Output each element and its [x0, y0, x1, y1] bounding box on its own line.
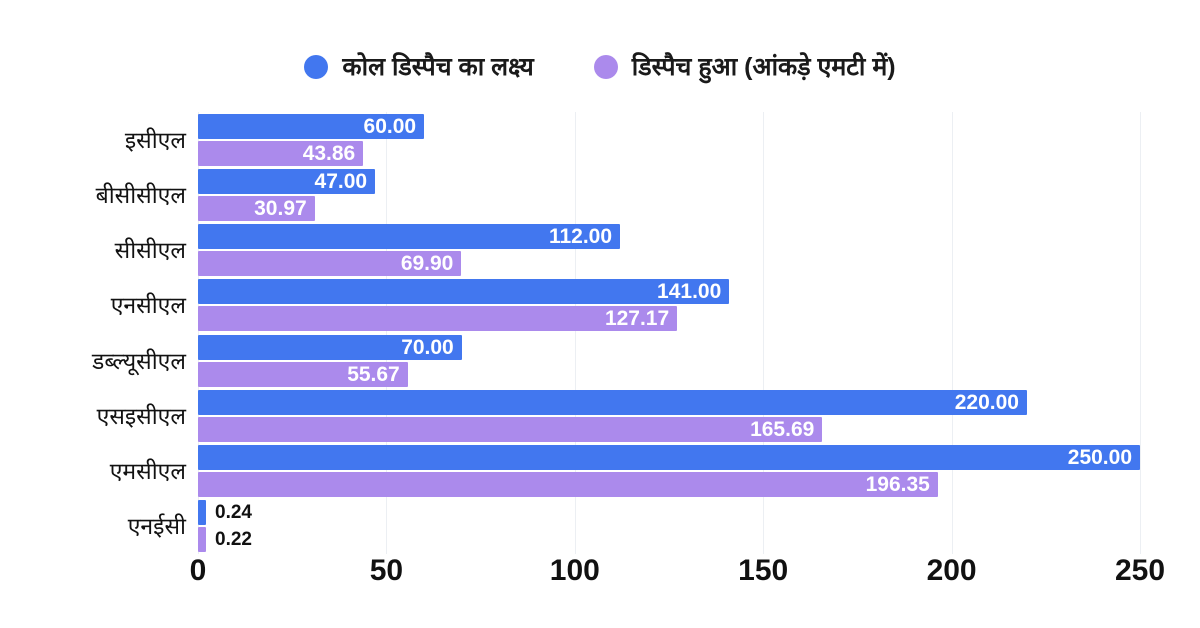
- x-axis-tick-label: 0: [189, 554, 207, 587]
- bar-value-label: 112.00: [548, 225, 613, 249]
- legend-label-dispatched: डिस्पैच हुआ (आंकड़े एमटी में): [631, 52, 896, 81]
- bar-target[interactable]: 47.00: [198, 168, 376, 194]
- y-axis-label: सीसीएल: [114, 237, 186, 264]
- y-axis-label: बीसीसीएल: [95, 181, 186, 208]
- bar-row: 55.67: [198, 361, 408, 387]
- bar-row: 30.97: [198, 195, 315, 221]
- x-axis-tick-labels: 0 50 100 150 200 250: [190, 554, 1165, 596]
- y-axis-label: एमसीएल: [109, 458, 186, 485]
- x-axis-tick-label: 250: [1114, 554, 1166, 587]
- x-axis-tick-label: 50: [369, 554, 404, 587]
- bar-value-label: 69.90: [400, 252, 454, 276]
- bar-row: 0.24: [198, 500, 252, 526]
- bar-target[interactable]: 250.00: [198, 445, 1140, 471]
- bar-dispatched[interactable]: 43.86: [198, 140, 364, 166]
- y-axis-label: एसइसीएल: [96, 402, 186, 429]
- bar-target[interactable]: [198, 500, 206, 526]
- bar-target[interactable]: 70.00: [198, 334, 462, 360]
- bar-value-label: 141.00: [657, 280, 722, 304]
- bar-row: 0.22: [198, 527, 252, 553]
- bar-value-label: 196.35: [865, 473, 930, 497]
- bar-row: 127.17: [198, 306, 678, 332]
- bar-value-label: 250.00: [1067, 446, 1132, 470]
- bar-row: 220.00: [198, 389, 1027, 415]
- bar-dispatched[interactable]: 196.35: [198, 472, 938, 498]
- bar-dispatched[interactable]: 165.69: [198, 416, 823, 442]
- bar-value-label: 220.00: [954, 390, 1019, 414]
- y-axis-label: इसीएल: [124, 126, 186, 153]
- bar-row: 70.00: [198, 334, 462, 360]
- bar-dispatched[interactable]: 30.97: [198, 195, 315, 221]
- bar-value-label: 60.00: [363, 114, 417, 138]
- y-axis-label: एनईसी: [127, 513, 186, 540]
- bar-target[interactable]: 220.00: [198, 389, 1027, 415]
- bar-target[interactable]: 112.00: [198, 224, 621, 250]
- bar-row: 47.00: [198, 168, 376, 194]
- legend-marker-circle-blue: [304, 55, 329, 79]
- legend-item-target[interactable]: कोल डिस्पैच का लक्ष्य: [304, 52, 534, 81]
- x-axis-tick-label: 200: [926, 554, 977, 587]
- chart-legend: कोल डिस्पैच का लक्ष्य डिस्पैच हुआ (आंकड़…: [0, 44, 1200, 90]
- gridline: [951, 112, 953, 554]
- gridline: [1140, 112, 1141, 554]
- bar-row: 69.90: [198, 251, 462, 277]
- legend-marker-circle-purple: [593, 55, 618, 79]
- bar-dispatched[interactable]: [198, 527, 206, 553]
- bar-row: 196.35: [198, 472, 938, 498]
- legend-label-target: कोल डिस्पैच का लक्ष्य: [342, 52, 534, 81]
- bar-row: 141.00: [198, 279, 730, 305]
- bar-dispatched[interactable]: 55.67: [198, 361, 408, 387]
- bar-target[interactable]: 141.00: [198, 279, 730, 305]
- bar-row: 112.00: [198, 224, 621, 250]
- y-axis-label: एनसीएल: [110, 292, 186, 319]
- bar-value-label: 127.17: [604, 307, 670, 331]
- bar-row: 60.00: [198, 113, 425, 139]
- bar-value-label: 0.24: [215, 502, 252, 524]
- bar-row: 250.00: [198, 445, 1140, 471]
- y-axis-category-labels: इसीएल बीसीसीएल सीसीएल एनसीएल डब्ल्यूसीएल एसइस…: [0, 112, 186, 554]
- bar-value-label: 43.86: [302, 141, 356, 165]
- x-axis-tick-label: 150: [738, 554, 789, 587]
- bar-value-label: 0.22: [215, 529, 252, 551]
- bar-value-label: 47.00: [314, 169, 368, 193]
- bar-value-label: 55.67: [347, 362, 400, 386]
- legend-item-dispatched[interactable]: डिस्पैच हुआ (आंकड़े एमटी में): [593, 52, 896, 81]
- bar-row: 165.69: [198, 416, 823, 442]
- bar-target[interactable]: 60.00: [198, 113, 425, 139]
- bar-value-label: 30.97: [254, 196, 307, 220]
- plot-area: 60.00 43.86 47.00 30.97 112.00 69.90 141.00 127…: [198, 112, 1141, 554]
- bar-value-label: 165.69: [750, 417, 815, 441]
- y-axis-label: डब्ल्यूसीएल: [92, 347, 186, 374]
- bar-dispatched[interactable]: 127.17: [198, 306, 678, 332]
- bar-dispatched[interactable]: 69.90: [198, 251, 462, 277]
- x-axis-tick-label: 100: [549, 554, 600, 587]
- bar-value-label: 70.00: [401, 335, 454, 359]
- bar-row: 43.86: [198, 140, 364, 166]
